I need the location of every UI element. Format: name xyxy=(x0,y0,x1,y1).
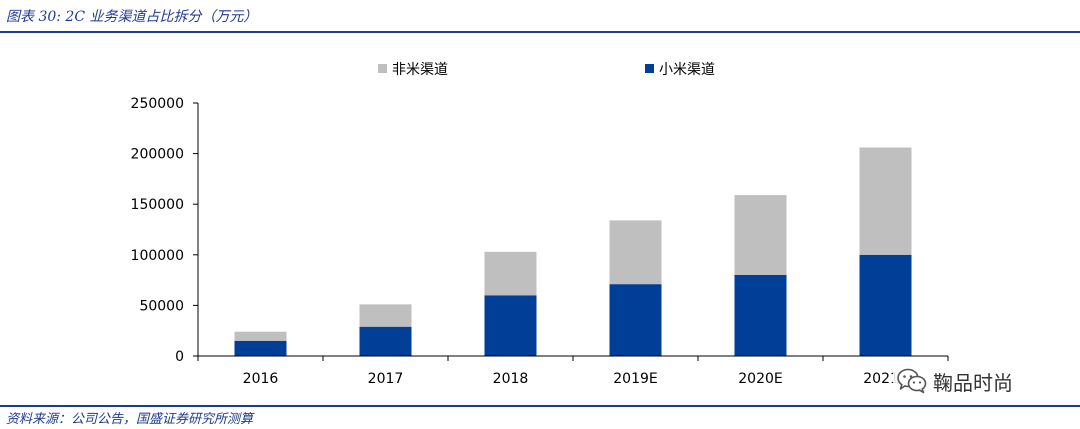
legend-swatch xyxy=(378,64,387,73)
y-tick-label: 250000 xyxy=(131,96,184,112)
bar-non-xiaomi-2018 xyxy=(484,251,537,296)
y-tick-label: 150000 xyxy=(131,197,184,213)
title-rule xyxy=(0,31,1080,33)
x-tick-label: 2020E xyxy=(738,371,782,387)
legend: 非米渠道 小米渠道 xyxy=(378,62,715,78)
x-tick-label: 2019E xyxy=(613,371,657,387)
bar-non-xiaomi-2019E xyxy=(609,220,662,285)
legend-label: 小米渠道 xyxy=(659,62,715,78)
bar-non-xiaomi-2017 xyxy=(359,304,412,327)
x-axis: 2016 2017 2018 2019E 2020E 2021E xyxy=(197,355,949,387)
watermark: 鞠品时尚 xyxy=(893,364,1019,398)
x-tick-label: 2017 xyxy=(368,371,404,387)
y-tick-label: 200000 xyxy=(131,147,184,163)
bars xyxy=(234,147,912,356)
source-rule xyxy=(0,405,1080,407)
bar-non-xiaomi-2020E xyxy=(734,195,787,275)
bar-xiaomi-2021E xyxy=(859,254,912,356)
y-axis: 0 50000 100000 150000 200000 250000 xyxy=(131,96,199,365)
legend-label: 非米渠道 xyxy=(392,62,448,78)
bar-non-xiaomi-2016 xyxy=(234,331,287,341)
bar-non-xiaomi-2021E xyxy=(859,147,912,255)
source-note: 资料来源：公司公告，国盛证券研究所测算 xyxy=(6,412,254,427)
bar-xiaomi-2020E xyxy=(734,275,787,356)
figure-title: 图表 30: 2C 业务渠道占比拆分（万元） xyxy=(6,9,258,25)
x-tick-label: 2016 xyxy=(243,371,279,387)
y-tick-label: 0 xyxy=(175,349,184,365)
bar-xiaomi-2019E xyxy=(609,284,662,356)
bar-xiaomi-2017 xyxy=(359,326,412,356)
x-tick-label: 2018 xyxy=(493,371,529,387)
y-tick-label: 100000 xyxy=(131,248,184,264)
wechat-icon xyxy=(897,368,927,394)
bar-xiaomi-2016 xyxy=(234,340,287,356)
watermark-text: 鞠品时尚 xyxy=(933,370,1013,395)
y-tick-label: 50000 xyxy=(139,298,184,314)
bar-xiaomi-2018 xyxy=(484,295,537,356)
legend-swatch xyxy=(645,64,654,73)
